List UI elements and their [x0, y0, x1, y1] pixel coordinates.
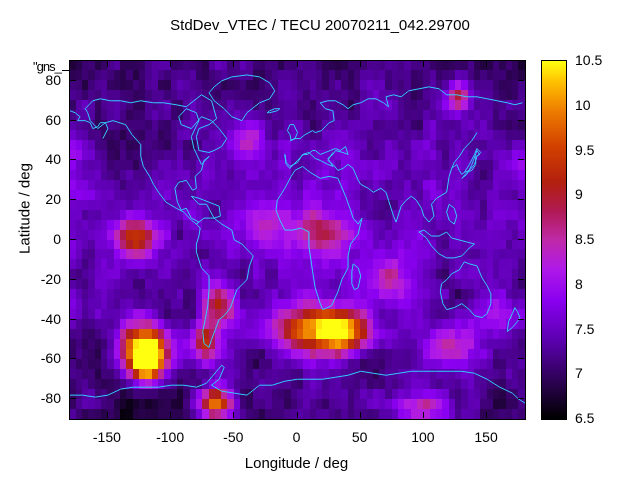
y-axis-tick-label: 0 [53, 231, 61, 247]
y-axis-tick-label: 20 [45, 191, 61, 208]
x-axis-label: Longitude / deg [244, 455, 349, 472]
x-axis-tick-label: -150 [92, 429, 121, 445]
x-axis-tick-mark-top [423, 61, 424, 67]
colorbar-tick-label: 7 [575, 365, 583, 382]
y-axis-tick-mark [70, 319, 76, 320]
colorbar-tick-label: 9 [575, 186, 583, 203]
y-axis-tick-label: -20 [40, 270, 61, 287]
y-axis-tick-mark [70, 199, 76, 200]
x-axis-tick-mark [297, 412, 298, 418]
y-axis-tick-mark [70, 398, 76, 399]
x-axis-tick-mark-top [486, 61, 487, 67]
y-axis-tick-label: -80 [40, 390, 61, 407]
x-axis-tick-mark [486, 412, 487, 418]
y-axis-tick-mark-right [518, 159, 524, 160]
colorbar[interactable] [541, 60, 567, 420]
colorbar-tick-label: 8.5 [575, 231, 595, 247]
y-axis-tick-mark [70, 239, 76, 240]
y-axis-tick-mark-right [518, 120, 524, 121]
colorbar-gradient-canvas [542, 61, 566, 419]
x-axis-tick-label: 100 [411, 429, 435, 445]
x-axis-tick-mark-top [170, 61, 171, 67]
y-axis-tick-mark-right [518, 80, 524, 81]
x-axis-tick-mark [107, 412, 108, 418]
colorbar-tick-label: 6.5 [575, 410, 595, 426]
page-title: StdDev_VTEC / TECU 20070211_042.29700 [170, 17, 470, 34]
stray-underscore [62, 70, 71, 71]
x-axis-tick-mark-top [233, 61, 234, 67]
x-axis-tick-mark-top [107, 61, 108, 67]
colorbar-tick-label: 9.5 [575, 141, 595, 158]
colorbar-tick-label: 10.5 [575, 52, 603, 68]
y-axis-tick-label: 80 [45, 71, 61, 88]
x-axis-tick-mark [233, 412, 234, 418]
coastline-overlay-canvas [70, 61, 525, 419]
x-axis-tick-mark [423, 412, 424, 418]
stray-artifact-label: "gns_ [33, 59, 62, 74]
y-axis-tick-mark [70, 120, 76, 121]
x-axis-tick-mark-top [360, 61, 361, 67]
y-axis-tick-mark [70, 80, 76, 81]
x-axis-tick-mark-top [297, 61, 298, 67]
x-axis-tick-mark [360, 412, 361, 418]
x-axis-tick-label: -50 [223, 429, 244, 445]
y-axis-tick-mark-right [518, 398, 524, 399]
y-axis-tick-mark-right [518, 358, 524, 359]
y-axis-label: Latitude / deg [16, 163, 34, 254]
y-axis-tick-label: 60 [45, 111, 61, 128]
colorbar-tick-label: 10 [575, 96, 591, 113]
y-axis-tick-mark-right [518, 319, 524, 320]
y-axis-tick-mark-right [518, 199, 524, 200]
y-axis-tick-label: 40 [45, 151, 61, 168]
colorbar-tick-label: 7.5 [575, 320, 595, 337]
y-axis-tick-mark [70, 279, 76, 280]
x-axis-tick-label: -100 [156, 429, 185, 445]
x-axis-tick-label: 150 [474, 429, 498, 445]
y-axis-tick-mark [70, 358, 76, 359]
heatmap-plot-area[interactable] [69, 60, 526, 420]
y-axis-tick-mark-right [518, 239, 524, 240]
x-axis-tick-label: 50 [351, 429, 368, 445]
x-axis-tick-mark [170, 412, 171, 418]
y-axis-tick-label: -40 [40, 310, 61, 327]
y-axis-tick-mark [70, 159, 76, 160]
y-axis-tick-label: -60 [40, 350, 61, 367]
x-axis-tick-label: 0 [292, 429, 301, 445]
colorbar-tick-label: 8 [575, 275, 583, 292]
y-axis-tick-mark-right [518, 279, 524, 280]
